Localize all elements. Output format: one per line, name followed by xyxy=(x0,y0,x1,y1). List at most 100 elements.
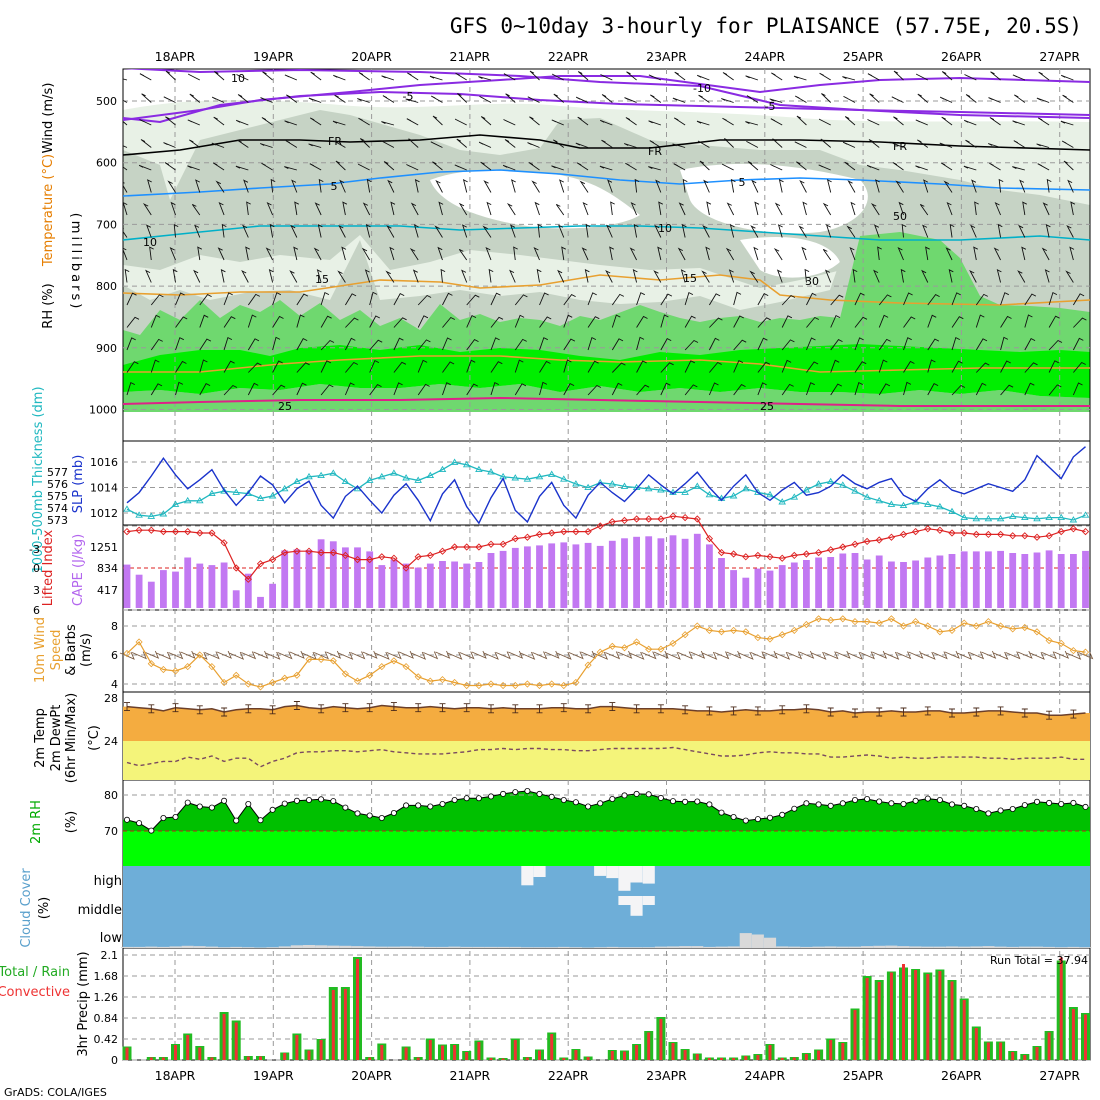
rh2m-point xyxy=(791,805,798,812)
wind-barb xyxy=(1018,224,1026,238)
wind-barb xyxy=(313,247,322,261)
wind-barb xyxy=(150,314,161,328)
cape-bar xyxy=(147,581,155,608)
rh2m-point xyxy=(487,793,494,800)
wind-barb xyxy=(390,201,396,216)
lifted-index-point xyxy=(414,553,422,561)
wind-barb xyxy=(584,268,590,283)
cloud-high-clear xyxy=(521,866,534,886)
cloud-high-clear xyxy=(594,866,607,876)
rh2m-point xyxy=(439,801,446,808)
wind-barb xyxy=(939,96,953,103)
wind-barb xyxy=(649,140,662,148)
cloud-low-bar xyxy=(387,946,400,948)
cape-bar xyxy=(426,563,434,608)
rh2m-point xyxy=(196,803,203,810)
wind10-point xyxy=(948,626,956,634)
thickness-point xyxy=(851,487,859,494)
cape-bar xyxy=(160,570,167,608)
slp-line xyxy=(126,446,1086,525)
wind-barb xyxy=(974,201,979,216)
cloud-low-bar xyxy=(460,946,473,948)
thickness-point xyxy=(596,478,604,486)
wind-barb xyxy=(480,116,492,126)
wind-barb xyxy=(260,97,273,103)
rh2m-point xyxy=(936,797,943,804)
rh2m-point xyxy=(827,802,834,809)
thickness-point xyxy=(475,465,483,473)
temp2m-errorbar xyxy=(293,701,300,710)
temp2m-errorbar xyxy=(803,704,810,714)
wind-barb xyxy=(660,362,674,373)
rh2m-point xyxy=(621,792,628,799)
cape-bar xyxy=(1070,554,1077,608)
wind-barb xyxy=(630,202,638,216)
wind-barb xyxy=(139,119,152,126)
wind-barb xyxy=(903,381,912,396)
lifted-index-point xyxy=(244,575,252,583)
cape-bar xyxy=(487,553,495,608)
cloud-low-bar xyxy=(1006,946,1019,948)
cloud-low-bar xyxy=(290,945,303,948)
wind-barb xyxy=(728,269,735,283)
lifted-index-point xyxy=(256,560,265,568)
wind-barb xyxy=(969,269,977,283)
wind-barb xyxy=(581,247,589,261)
wind-barb xyxy=(778,178,784,193)
wind-barb xyxy=(963,165,977,171)
wind-barb xyxy=(199,383,211,396)
wind-barb xyxy=(123,99,128,103)
wind-barb xyxy=(406,164,419,171)
cloud-low-bar xyxy=(703,946,716,948)
thickness-point xyxy=(426,471,435,479)
wind-barb xyxy=(998,178,1004,193)
wind-barb xyxy=(793,75,807,81)
wind-barb xyxy=(417,315,429,328)
wind-barb xyxy=(211,142,225,148)
wind-barb xyxy=(341,246,347,261)
thickness-point xyxy=(887,500,896,507)
wind-barb xyxy=(657,246,663,261)
wind-barb xyxy=(243,179,249,193)
wind-barb xyxy=(757,361,771,373)
wind-barb xyxy=(922,224,929,238)
lifted-index-point xyxy=(1057,527,1065,536)
cloud-low-bar xyxy=(436,946,449,948)
thickness-point xyxy=(365,476,374,483)
wind10-barb xyxy=(1066,651,1082,660)
wind-barb xyxy=(432,161,443,171)
lifted-index-point xyxy=(523,533,532,541)
temp2m-errorbar xyxy=(876,707,883,717)
wind-barb xyxy=(776,269,783,283)
wind10-point xyxy=(438,676,447,684)
precip-conv-bar xyxy=(574,1050,578,1060)
cape-bar xyxy=(706,544,713,608)
cape-bar xyxy=(681,538,689,608)
cloud-low-bar xyxy=(557,946,570,948)
upper-tick-800: 800 xyxy=(96,280,117,293)
wind-barb xyxy=(1069,246,1075,261)
thickness-point xyxy=(256,494,265,501)
wind10-point xyxy=(1057,639,1065,647)
wind-barb xyxy=(454,118,467,126)
cape-bar xyxy=(402,563,410,608)
rh2m-point xyxy=(973,806,980,813)
wind-barb xyxy=(819,72,831,81)
wind-barb xyxy=(599,165,613,171)
precip-conv-bar xyxy=(368,1057,372,1060)
cloud-low-bar xyxy=(824,946,837,948)
wind-barb xyxy=(708,382,719,396)
wind-barb xyxy=(561,246,567,261)
wind-barb xyxy=(261,117,273,126)
wind-barb xyxy=(822,202,832,216)
wind-barb xyxy=(951,384,966,396)
cape-bar xyxy=(851,553,859,608)
wind10-barb xyxy=(944,650,960,659)
cloud-low-bar xyxy=(145,946,158,948)
precip-conv-bar xyxy=(586,1057,590,1060)
wind-barb xyxy=(747,161,759,171)
wind10-barb xyxy=(1029,651,1045,660)
thickness-point xyxy=(742,484,750,492)
wind-barb xyxy=(897,247,904,261)
